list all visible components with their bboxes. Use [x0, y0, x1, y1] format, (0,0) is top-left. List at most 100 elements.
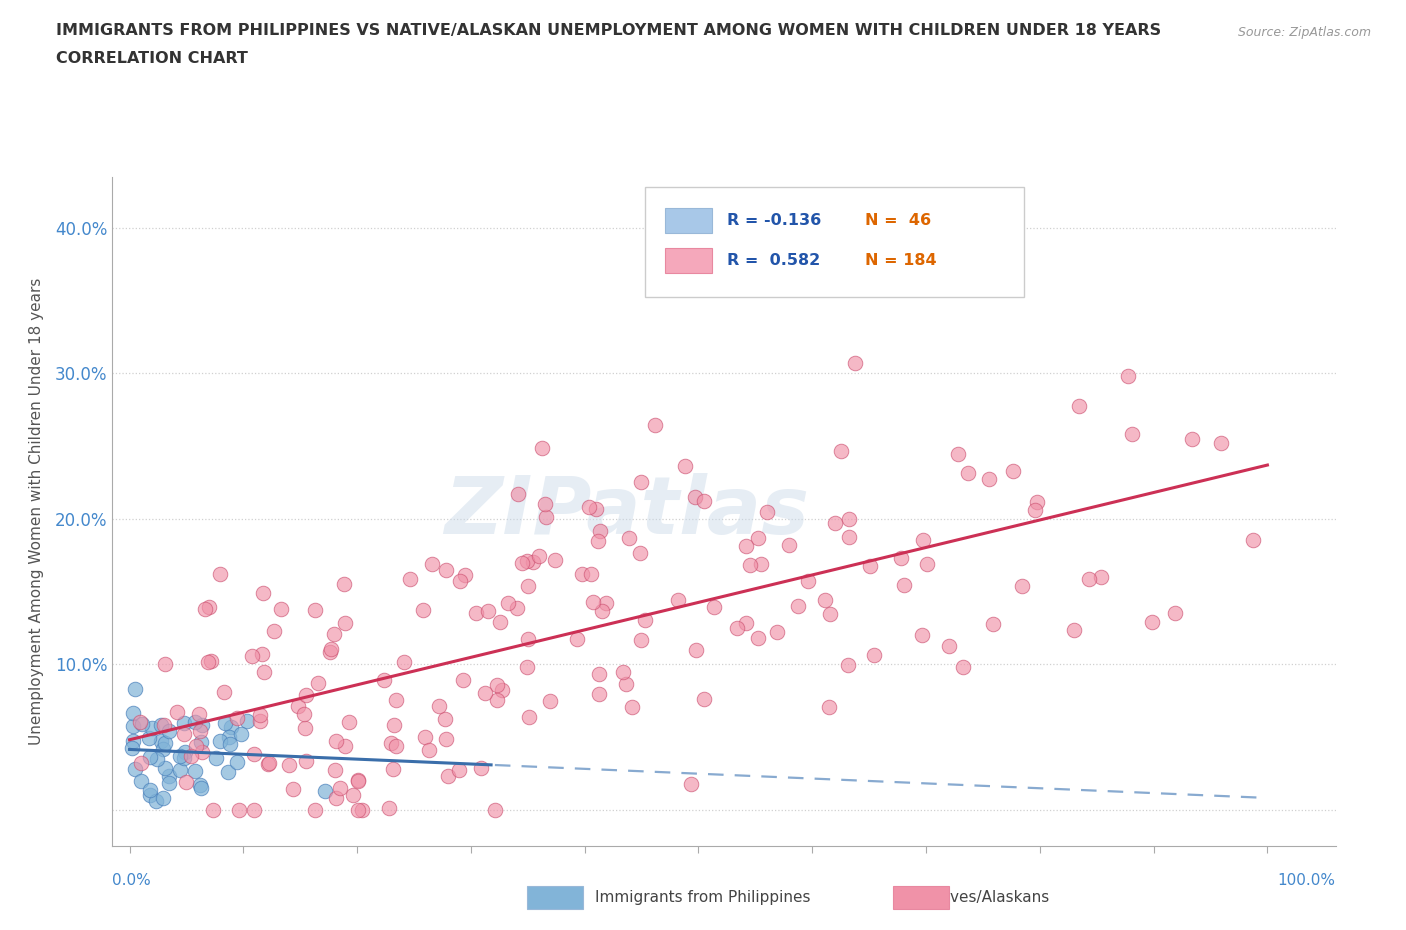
Point	[1069, 398, 1091, 413]
Point	[449, 573, 471, 588]
Point	[534, 510, 557, 525]
Point	[890, 551, 912, 565]
Point	[634, 613, 657, 628]
Text: Source: ZipAtlas.com: Source: ZipAtlas.com	[1237, 26, 1371, 39]
Point	[183, 715, 205, 730]
Point	[197, 654, 219, 669]
Point	[516, 554, 538, 569]
Point	[725, 621, 748, 636]
Point	[152, 790, 174, 805]
Point	[295, 687, 318, 702]
Point	[202, 803, 225, 817]
Point	[506, 601, 529, 616]
Point	[522, 554, 544, 569]
Point	[693, 493, 716, 508]
Text: N =  46: N = 46	[865, 213, 931, 228]
Point	[418, 742, 440, 757]
Point	[190, 735, 212, 750]
Point	[612, 665, 634, 680]
Point	[342, 788, 364, 803]
Point	[474, 685, 496, 700]
Point	[915, 557, 938, 572]
Point	[837, 658, 859, 672]
Point	[295, 753, 318, 768]
Point	[190, 777, 212, 792]
Point	[150, 734, 173, 749]
Point	[588, 686, 610, 701]
Point	[183, 764, 205, 778]
Point	[380, 736, 402, 751]
Point	[352, 803, 374, 817]
Point	[1090, 570, 1112, 585]
Point	[1116, 368, 1139, 383]
Text: ZIPatlas: ZIPatlas	[444, 472, 808, 551]
Point	[830, 444, 852, 458]
Point	[644, 418, 666, 432]
Point	[628, 546, 651, 561]
Point	[138, 783, 160, 798]
Point	[952, 659, 974, 674]
Point	[485, 678, 508, 693]
Point	[292, 706, 315, 721]
Point	[693, 691, 716, 706]
Point	[385, 693, 408, 708]
Point	[138, 750, 160, 764]
Point	[1211, 435, 1233, 450]
Point	[506, 486, 529, 501]
Point	[249, 714, 271, 729]
Point	[209, 566, 232, 581]
Point	[294, 720, 316, 735]
Point	[346, 803, 368, 817]
Point	[122, 719, 145, 734]
Point	[437, 769, 460, 784]
Point	[243, 747, 266, 762]
Point	[516, 578, 538, 593]
Point	[333, 577, 356, 591]
Point	[169, 763, 191, 777]
Point	[838, 529, 860, 544]
Point	[173, 715, 195, 730]
Text: R = -0.136: R = -0.136	[727, 213, 821, 228]
Point	[544, 552, 567, 567]
Point	[235, 714, 257, 729]
Point	[186, 738, 208, 753]
Point	[465, 605, 488, 620]
Point	[325, 763, 347, 777]
Point	[818, 606, 841, 621]
Point	[174, 745, 197, 760]
Point	[538, 693, 561, 708]
Point	[229, 726, 252, 741]
Point	[173, 727, 195, 742]
Point	[159, 776, 181, 790]
Point	[434, 712, 457, 727]
Point	[488, 615, 510, 630]
Point	[176, 775, 198, 790]
Point	[1024, 502, 1046, 517]
Point	[585, 501, 607, 516]
Point	[381, 762, 404, 777]
Point	[392, 655, 415, 670]
Point	[787, 599, 810, 614]
Point	[938, 639, 960, 654]
Point	[131, 774, 153, 789]
Point	[447, 763, 470, 777]
Point	[399, 572, 422, 587]
Point	[496, 596, 519, 611]
Point	[1063, 622, 1085, 637]
Point	[453, 567, 475, 582]
Point	[256, 757, 278, 772]
Point	[486, 693, 509, 708]
Point	[319, 642, 342, 657]
Point	[325, 733, 347, 748]
Point	[218, 730, 240, 745]
Point	[911, 532, 934, 547]
Point	[325, 790, 347, 805]
Point	[679, 777, 702, 791]
Point	[122, 706, 145, 721]
Point	[304, 603, 326, 618]
Point	[124, 762, 146, 777]
Point	[630, 474, 652, 489]
Point	[1121, 426, 1143, 441]
Point	[191, 717, 214, 732]
Text: Immigrants from Philippines: Immigrants from Philippines	[595, 890, 811, 905]
